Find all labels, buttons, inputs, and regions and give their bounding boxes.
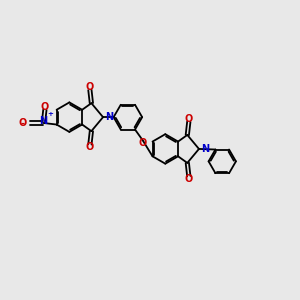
Text: -: - (21, 119, 25, 129)
Text: O: O (86, 142, 94, 152)
Text: O: O (18, 118, 27, 128)
Text: O: O (86, 82, 94, 92)
Text: O: O (41, 102, 49, 112)
Text: O: O (139, 138, 147, 148)
Text: +: + (47, 111, 53, 117)
Text: O: O (185, 174, 193, 184)
Text: O: O (185, 114, 193, 124)
Text: N: N (201, 144, 209, 154)
Text: N: N (39, 116, 47, 126)
Text: N: N (105, 112, 113, 122)
